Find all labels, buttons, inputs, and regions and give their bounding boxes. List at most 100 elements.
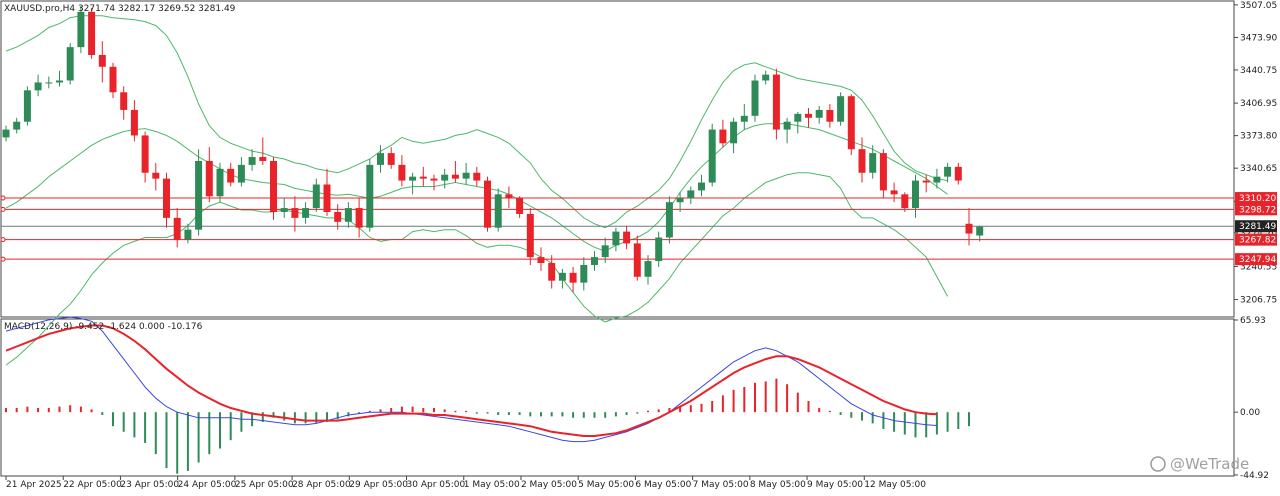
candle-bull xyxy=(248,157,256,165)
price-level-tag xyxy=(1235,233,1277,246)
wetrade-logo-icon xyxy=(1150,456,1166,472)
candle-bull xyxy=(13,121,21,130)
candle-bull xyxy=(730,121,738,144)
price-level-label: 3267.82 xyxy=(1239,236,1276,246)
candle-bull xyxy=(280,208,288,212)
candle-bull xyxy=(366,164,374,228)
candle-bear xyxy=(98,54,106,67)
watermark-text: @WeTrade xyxy=(1170,455,1249,473)
candle-bull xyxy=(344,208,352,222)
candle-bear xyxy=(901,194,909,209)
axis-layer: 3507.05 3473.90 3440.75 3406.95 3373.80 3340.… xyxy=(5,1,1277,490)
candle-bear xyxy=(569,272,577,283)
macd-layer xyxy=(5,316,970,474)
candle-bull xyxy=(195,160,203,230)
candle-bear xyxy=(334,211,342,222)
candle-bull xyxy=(698,182,705,191)
candle-bear xyxy=(826,109,834,122)
candle-bear xyxy=(719,129,727,144)
candle-bull xyxy=(462,172,470,179)
candle-bull xyxy=(494,194,502,228)
candle-bull xyxy=(580,264,588,283)
price-level-label: 3247.94 xyxy=(1239,255,1276,265)
candle-bear xyxy=(270,160,277,212)
candle-bull xyxy=(762,74,770,81)
candle-bear xyxy=(88,11,96,55)
candle-bear xyxy=(516,198,524,214)
candle-bull xyxy=(644,261,652,277)
candle-bull xyxy=(591,257,598,265)
price-level-marker xyxy=(0,256,6,262)
candle-bear xyxy=(505,194,513,199)
signal-line xyxy=(5,324,937,437)
candle-bear xyxy=(954,166,962,181)
candle-bull xyxy=(184,229,192,240)
candle-bear xyxy=(548,263,556,281)
symbol-header: XAUUSD.pro,H4 3271.74 3282.17 3269.52 32… xyxy=(4,4,236,14)
candle-bear xyxy=(419,176,427,179)
candle-bull xyxy=(237,164,245,183)
candle-bull xyxy=(77,11,85,48)
candle-bear xyxy=(623,231,631,244)
candle-bear xyxy=(227,168,235,183)
price-tick-label: 3373.80 xyxy=(1240,132,1277,142)
candle-bull xyxy=(612,231,620,246)
bollinger-mid-line xyxy=(5,123,948,252)
x-tick-label: 7 May 05:00 xyxy=(693,480,749,490)
candle-bear xyxy=(205,160,213,197)
x-tick-label: 22 Apr 05:00 xyxy=(63,480,122,490)
candle-bear xyxy=(965,223,973,234)
price-tick-label: 3340.65 xyxy=(1240,164,1277,174)
x-tick-label: 28 Apr 05:00 xyxy=(292,480,351,490)
candle-bull xyxy=(815,109,823,118)
price-tick-label: 3406.95 xyxy=(1240,99,1277,109)
candle-bear xyxy=(879,153,887,191)
candle-bull xyxy=(66,47,74,81)
x-tick-label: 6 May 05:00 xyxy=(635,480,691,490)
candle-bull xyxy=(751,80,759,116)
candle-bull xyxy=(655,237,663,262)
current-price-tag xyxy=(1235,220,1277,233)
candle-bear xyxy=(173,217,181,240)
x-tick-label: 2 May 05:00 xyxy=(521,480,577,490)
candle-bear xyxy=(526,213,534,258)
candle-bear xyxy=(430,178,438,181)
candle-bear xyxy=(858,149,866,173)
price-level-label: 3310.20 xyxy=(1239,194,1276,204)
candle-bull xyxy=(837,96,845,122)
candle-bear xyxy=(847,96,855,150)
candle-bear xyxy=(451,174,459,179)
candle-bull xyxy=(2,129,10,138)
candle-bull xyxy=(944,166,952,177)
macd-tick-label: 0.00 xyxy=(1240,408,1260,418)
x-tick-label: 23 Apr 05:00 xyxy=(120,480,179,490)
candle-bear xyxy=(141,135,149,173)
macd-tick-label: 65.93 xyxy=(1240,316,1266,326)
x-tick-label: 25 Apr 05:00 xyxy=(235,480,294,490)
x-tick-label: 21 Apr 2025 xyxy=(6,480,62,490)
price-level-tag xyxy=(1235,253,1277,266)
candle-bear xyxy=(805,113,812,118)
candle-bull xyxy=(34,82,42,91)
candle-bear xyxy=(633,243,641,277)
candle-bear xyxy=(484,180,491,228)
candle-bull xyxy=(912,180,919,209)
x-tick-label: 9 May 05:00 xyxy=(807,480,863,490)
candle-bear xyxy=(163,178,170,218)
current-price-label: 3281.49 xyxy=(1239,222,1276,232)
candle-bull xyxy=(216,168,224,197)
price-tick-label: 3440.75 xyxy=(1240,66,1277,76)
candle-bear xyxy=(291,208,299,218)
candle-bear xyxy=(120,92,128,110)
candle-bear xyxy=(922,180,930,183)
candle-bull xyxy=(794,113,802,122)
price-layer xyxy=(0,5,1234,366)
candle-bull xyxy=(409,176,417,181)
candle-bull xyxy=(783,121,791,130)
candle-bull xyxy=(869,153,877,173)
candle-bull xyxy=(302,208,310,218)
candle-bull xyxy=(377,153,384,165)
candle-bear xyxy=(355,208,363,228)
